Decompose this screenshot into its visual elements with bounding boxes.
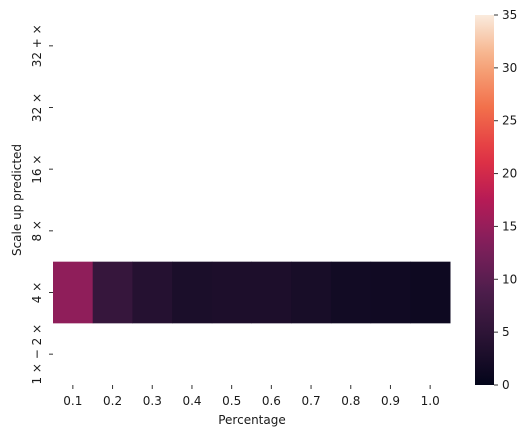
x-tick-label: 0.8 [341,394,360,408]
y-tick-label: 4 × [30,282,44,304]
colorbar-tick-label: 30 [502,61,517,75]
x-tick-label: 0.2 [103,394,122,408]
y-tick-label: 32 × [30,93,44,122]
colorbar-tick-label: 35 [502,8,517,22]
x-tick-label: 0.9 [381,394,400,408]
y-tick-label: 8 × [30,220,44,242]
y-tick-label: 32 + × [30,24,44,67]
colorbar-tick-label: 5 [502,325,510,339]
y-tick-label: 16 × [30,155,44,184]
colorbar-tick-label: 20 [502,167,517,181]
heatmap-cell [410,261,451,324]
x-tick-label: 0.4 [182,394,201,408]
heatmap-cell [92,261,133,324]
colorbar-tick-label: 10 [502,272,517,286]
colorbar-gradient [475,15,494,385]
y-axis-label: Scale up predicted [10,144,24,256]
colorbar: 0 5 10 15 20 25 30 35 [475,8,517,392]
x-tick-label: 0.7 [302,394,321,408]
y-tick-label: 1 × − 2 × [30,324,44,385]
x-tick-label: 0.3 [143,394,162,408]
heatmap-cell [132,261,173,324]
heatmap-cell [211,261,252,324]
x-axis-label: Percentage [218,413,286,427]
x-tick-label: 0.5 [222,394,241,408]
heatmap-cell [330,261,372,324]
colorbar-tick-label: 25 [502,114,517,128]
heatmap-cell [291,261,332,324]
x-tick-label: 1.0 [421,394,440,408]
heatmap-cell [53,261,94,324]
heatmap-cells [53,261,451,324]
x-axis: 0.1 0.2 0.3 0.4 0.5 0.6 0.7 0.8 0.9 1.0 [63,385,440,408]
colorbar-tick-label: 0 [502,378,510,392]
y-axis: 32 + × 32 × 16 × 8 × 4 × 1 × − 2 × [30,24,53,385]
colorbar-tick-label: 15 [502,219,517,233]
x-tick-label: 0.1 [63,394,82,408]
heatmap-cell [172,261,213,324]
heatmap-cell [251,261,292,324]
heatmap-cell [370,261,411,324]
x-tick-label: 0.6 [262,394,281,408]
